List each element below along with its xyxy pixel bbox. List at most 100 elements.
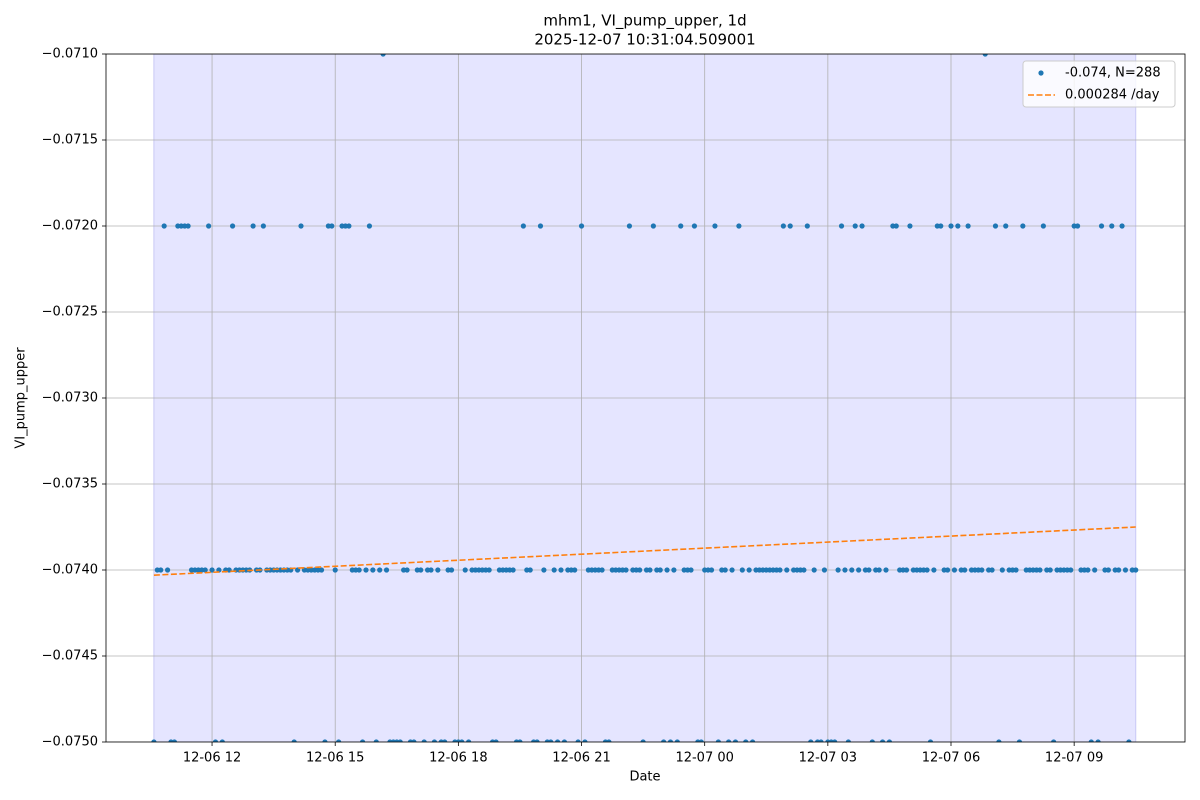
data-point — [1020, 223, 1026, 229]
chart-subtitle: 2025-12-07 10:31:04.509001 — [534, 31, 755, 49]
x-tick-label: 12-07 03 — [799, 751, 857, 766]
legend-marker — [1038, 70, 1044, 76]
x-tick-label: 12-07 00 — [675, 751, 733, 766]
data-point — [1074, 223, 1081, 229]
data-point — [1040, 223, 1046, 229]
data-point — [879, 739, 886, 742]
data-point — [1085, 567, 1091, 573]
data-point — [804, 223, 810, 229]
data-point — [599, 567, 605, 573]
data-point — [671, 567, 677, 573]
y-tick-label: −0.0745 — [42, 649, 98, 664]
data-point — [537, 223, 544, 229]
data-point — [866, 567, 872, 573]
data-point — [380, 54, 386, 57]
legend: -0.074, N=288 0.000284 /day — [1022, 60, 1176, 108]
data-point — [575, 739, 581, 742]
data-point — [493, 739, 499, 742]
data-point — [637, 567, 643, 573]
data-point — [1047, 567, 1053, 573]
data-point — [903, 567, 910, 573]
y-tick-label: −0.0730 — [42, 391, 98, 406]
legend-label: -0.074, N=288 — [1065, 66, 1161, 81]
data-point — [561, 739, 568, 742]
data-point — [876, 567, 882, 573]
y-tick-label: −0.0710 — [42, 47, 98, 62]
y-tick-label: −0.0750 — [42, 735, 98, 750]
data-point — [661, 739, 667, 742]
data-point — [739, 567, 745, 573]
data-point — [486, 567, 492, 573]
data-point — [421, 739, 427, 742]
data-point — [363, 567, 369, 573]
data-point — [979, 567, 985, 573]
data-point — [158, 567, 164, 573]
data-point — [999, 567, 1005, 573]
trend-line — [153, 526, 1136, 576]
data-point — [209, 567, 215, 573]
axes-frame — [105, 53, 1186, 743]
data-point — [373, 739, 379, 742]
data-point — [657, 567, 663, 573]
data-point — [856, 567, 862, 573]
data-point — [647, 567, 653, 573]
data-point — [219, 739, 225, 742]
legend-label: 0.000284 /day — [1065, 88, 1160, 103]
legend-box — [1022, 60, 1176, 108]
data-point — [428, 567, 434, 573]
data-point — [359, 739, 366, 742]
data-point — [787, 223, 793, 229]
data-point — [849, 567, 855, 573]
data-point — [962, 567, 968, 573]
data-point — [688, 567, 694, 573]
data-point — [572, 567, 578, 573]
data-point — [551, 567, 557, 573]
data-point — [886, 739, 893, 742]
y-tick-label: −0.0725 — [42, 305, 98, 320]
axes: −0.0750 −0.0745 −0.0740 −0.0735 −0.0730 −0.07… — [42, 47, 1186, 766]
data-point — [989, 567, 995, 573]
data-point — [674, 739, 680, 742]
data-point — [626, 223, 633, 229]
data-point — [206, 223, 212, 229]
data-point — [852, 223, 858, 229]
data-point — [1109, 223, 1115, 229]
data-point — [726, 739, 732, 742]
data-point — [708, 567, 715, 573]
data-point — [859, 223, 865, 229]
data-point — [715, 739, 721, 742]
data-point — [322, 739, 328, 742]
data-point — [151, 739, 157, 742]
data-point — [784, 567, 790, 573]
data-point — [370, 567, 376, 573]
data-point — [346, 223, 352, 229]
data-point — [383, 567, 390, 573]
data-point — [558, 567, 564, 573]
data-point — [448, 567, 455, 573]
data-point — [548, 739, 554, 742]
data-point — [808, 739, 814, 742]
x-tick-label: 12-06 21 — [552, 751, 610, 766]
x-tick-label: 12-07 09 — [1045, 751, 1103, 766]
data-point — [736, 223, 742, 229]
y-axis-label: VI_pump_upper — [14, 347, 29, 449]
data-point — [691, 223, 698, 229]
data-point — [1126, 739, 1132, 742]
data-point — [835, 567, 841, 573]
data-point — [582, 739, 588, 742]
data-point — [1119, 223, 1125, 229]
data-point — [510, 567, 516, 573]
data-point — [435, 567, 441, 573]
data-point — [1092, 567, 1098, 573]
y-tick-label: −0.0720 — [42, 219, 98, 234]
chart-title: mhm1, VI_pump_upper, 1d — [543, 12, 746, 31]
data-point — [944, 567, 951, 573]
data-point — [982, 54, 988, 57]
data-point — [838, 223, 845, 229]
data-point — [554, 739, 561, 742]
data-point — [1116, 567, 1122, 573]
data-point — [712, 223, 718, 229]
data-point — [749, 739, 756, 742]
data-point — [527, 567, 533, 573]
